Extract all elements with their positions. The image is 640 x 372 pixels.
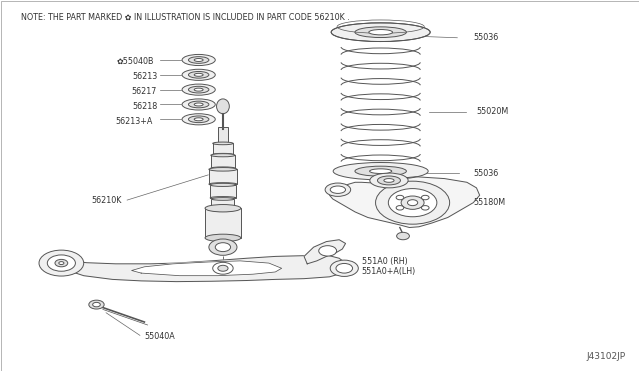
Ellipse shape [194, 58, 203, 61]
Ellipse shape [209, 167, 237, 171]
Circle shape [39, 250, 84, 276]
Text: NOTE: THE PART MARKED ✿ IN ILLUSTRATION IS INCLUDED IN PART CODE 56210K .: NOTE: THE PART MARKED ✿ IN ILLUSTRATION … [21, 13, 350, 22]
Text: 56213: 56213 [132, 72, 157, 81]
Circle shape [330, 260, 358, 276]
Circle shape [396, 206, 404, 210]
Circle shape [59, 262, 64, 264]
Text: 55020M: 55020M [476, 108, 509, 116]
Text: 55040A: 55040A [145, 331, 175, 341]
Bar [205, 208, 241, 238]
Text: J43102JP: J43102JP [586, 352, 625, 361]
Ellipse shape [209, 183, 237, 186]
Ellipse shape [188, 116, 209, 123]
Ellipse shape [210, 183, 236, 186]
Ellipse shape [182, 84, 215, 95]
Ellipse shape [188, 57, 209, 63]
Ellipse shape [211, 167, 235, 170]
Ellipse shape [182, 54, 215, 65]
Ellipse shape [194, 73, 203, 76]
Ellipse shape [211, 198, 234, 200]
Ellipse shape [205, 234, 241, 241]
Ellipse shape [325, 183, 351, 196]
Text: 551A0 (RH): 551A0 (RH) [362, 257, 407, 266]
Ellipse shape [355, 27, 406, 38]
Ellipse shape [188, 101, 209, 108]
Circle shape [397, 232, 410, 240]
Polygon shape [330, 177, 479, 228]
Text: 551A0+A(LH): 551A0+A(LH) [362, 267, 416, 276]
Text: 56213+A: 56213+A [115, 117, 153, 126]
Text: 55180M: 55180M [473, 198, 506, 207]
Circle shape [47, 255, 76, 271]
Bar [212, 143, 233, 154]
Ellipse shape [194, 118, 203, 121]
Circle shape [93, 302, 100, 307]
Ellipse shape [384, 179, 394, 182]
Polygon shape [132, 261, 282, 276]
Ellipse shape [216, 99, 229, 114]
Ellipse shape [210, 196, 236, 199]
Bar [218, 128, 228, 141]
Circle shape [89, 300, 104, 309]
Ellipse shape [355, 166, 406, 176]
Ellipse shape [211, 209, 234, 211]
Ellipse shape [188, 86, 209, 93]
Ellipse shape [205, 205, 241, 212]
Text: 56210K: 56210K [92, 196, 122, 205]
Circle shape [401, 196, 424, 209]
Ellipse shape [182, 114, 215, 125]
Ellipse shape [369, 29, 392, 35]
Bar [209, 169, 237, 184]
Circle shape [421, 206, 429, 210]
Polygon shape [55, 255, 349, 282]
Ellipse shape [333, 163, 428, 180]
Bar [210, 185, 236, 198]
Ellipse shape [209, 239, 237, 255]
Ellipse shape [188, 71, 209, 78]
Circle shape [388, 189, 437, 217]
Circle shape [408, 200, 418, 206]
Ellipse shape [182, 99, 215, 110]
Ellipse shape [370, 173, 408, 188]
Text: 55036: 55036 [473, 169, 499, 177]
Circle shape [396, 195, 404, 200]
Ellipse shape [212, 142, 233, 145]
Text: 55036: 55036 [473, 33, 499, 42]
Ellipse shape [211, 154, 235, 157]
Ellipse shape [212, 153, 233, 155]
Bar [211, 155, 235, 168]
Circle shape [55, 259, 68, 267]
Circle shape [218, 265, 228, 271]
Ellipse shape [378, 176, 401, 185]
Ellipse shape [369, 169, 392, 173]
Ellipse shape [194, 103, 203, 106]
Circle shape [212, 262, 233, 274]
Polygon shape [304, 240, 346, 264]
Circle shape [376, 181, 450, 224]
Circle shape [336, 263, 353, 273]
Text: 56218: 56218 [132, 102, 157, 111]
Ellipse shape [215, 243, 230, 251]
Text: ✿55040B: ✿55040B [116, 57, 154, 66]
Ellipse shape [330, 186, 346, 193]
Bar [211, 199, 234, 210]
Circle shape [319, 246, 337, 256]
Ellipse shape [182, 69, 215, 80]
Circle shape [421, 195, 429, 200]
Ellipse shape [331, 23, 430, 42]
Text: 56217: 56217 [132, 87, 157, 96]
Ellipse shape [194, 88, 203, 91]
